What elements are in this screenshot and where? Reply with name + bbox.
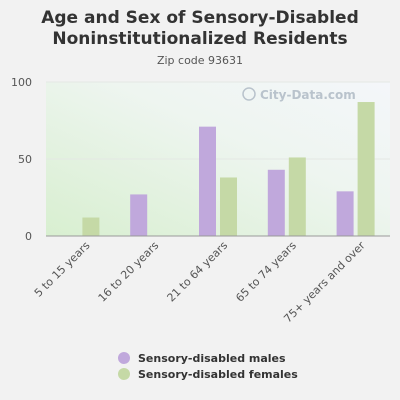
- legend-swatch-females: [118, 368, 130, 380]
- bar-males: [336, 191, 354, 236]
- gridlines: [46, 81, 390, 160]
- watermark: City-Data.com: [242, 87, 356, 102]
- bar-females: [288, 157, 306, 236]
- chart-title: Age and Sex of Sensory-Disabled Noninsti…: [0, 8, 400, 50]
- y-tick-label: 0: [25, 230, 32, 243]
- bar-males: [267, 169, 285, 236]
- legend-item-males: Sensory-disabled males: [118, 350, 298, 366]
- legend-label-females: Sensory-disabled females: [138, 367, 298, 381]
- x-tick-label: 21 to 64 years: [164, 239, 230, 305]
- bars: [82, 102, 375, 237]
- bar-females: [220, 177, 237, 236]
- x-tick-label: 5 to 15 years: [32, 239, 93, 300]
- x-tick-label: 65 to 74 years: [233, 239, 299, 305]
- chart-title-line2: Noninstitutionalized Residents: [52, 29, 348, 49]
- legend-label-males: Sensory-disabled males: [138, 351, 286, 365]
- x-axis-labels: 5 to 15 years 16 to 20 years 21 to 64 year…: [32, 239, 368, 326]
- bar-females: [82, 217, 100, 236]
- watermark-globe-icon: [242, 87, 256, 101]
- bar-males: [199, 126, 216, 236]
- bar-males: [130, 194, 148, 236]
- y-axis-ticks: 0 50 100: [11, 76, 32, 243]
- y-tick-label: 100: [11, 76, 32, 89]
- bar-females: [357, 102, 375, 237]
- legend-swatch-males: [118, 352, 130, 364]
- legend: Sensory-disabled males Sensory-disabled …: [118, 350, 298, 382]
- x-tick-label: 16 to 20 years: [96, 239, 162, 305]
- legend-item-females: Sensory-disabled females: [118, 366, 298, 382]
- watermark-text: City-Data.com: [260, 88, 356, 102]
- y-tick-label: 50: [18, 153, 32, 166]
- chart-title-line1: Age and Sex of Sensory-Disabled: [41, 8, 359, 28]
- chart-subtitle: Zip code 93631: [156, 54, 244, 67]
